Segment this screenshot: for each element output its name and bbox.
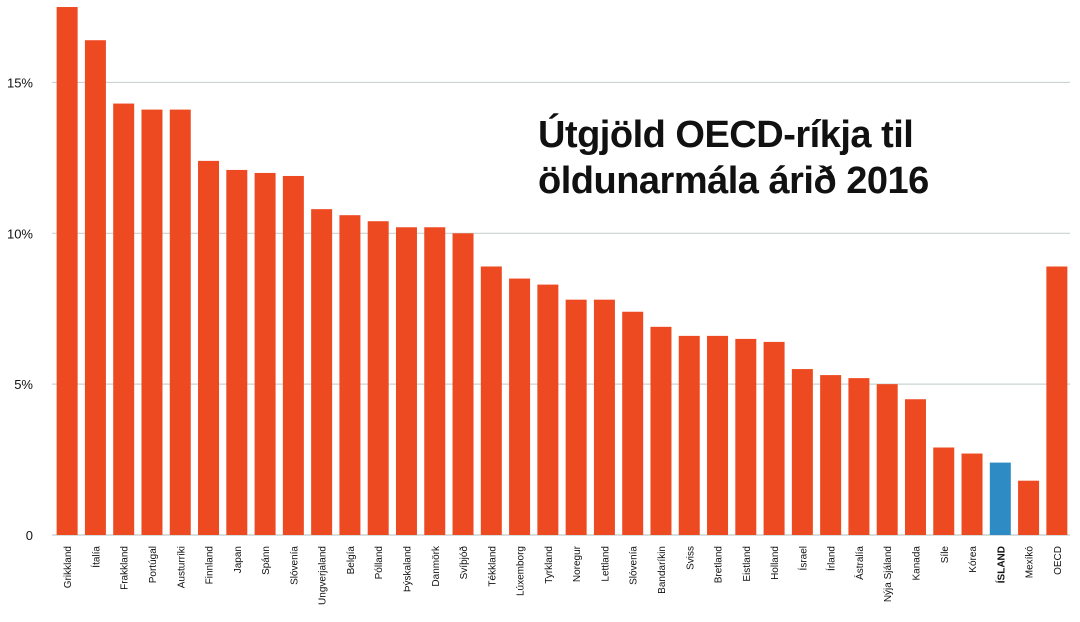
bar-23 bbox=[707, 335, 729, 535]
bar-4 bbox=[169, 109, 191, 535]
chart-title-line-1: Útgjöld OECD-ríkja til bbox=[538, 114, 914, 156]
x-tick-label: Tékkland bbox=[487, 546, 498, 587]
bar-25 bbox=[763, 341, 785, 535]
x-tick-label: Spánn bbox=[261, 546, 272, 575]
x-tick-label: Tyrkland bbox=[544, 546, 555, 584]
bar-10 bbox=[339, 215, 361, 535]
x-tick-label: Síle bbox=[940, 546, 951, 564]
x-tick-label: Svíþjóð bbox=[458, 546, 470, 580]
chart-title-line-2: öldunarmála árið 2016 bbox=[538, 160, 929, 202]
bar-13 bbox=[424, 227, 446, 536]
y-tick-label: 15% bbox=[7, 75, 33, 90]
bar-35 bbox=[1046, 266, 1068, 535]
bar-7 bbox=[254, 172, 276, 536]
x-tick-label: Slóvenía bbox=[629, 546, 640, 585]
bars bbox=[56, 7, 1068, 536]
bar-5 bbox=[198, 160, 220, 536]
x-axis-tick-labels: Grikkland Ítalía Frakkland Portúgal Austurrí… bbox=[63, 545, 1064, 605]
x-tick-label: Noregur bbox=[572, 545, 583, 582]
x-tick-label: Japan bbox=[233, 546, 244, 573]
bar-0 bbox=[56, 7, 78, 536]
bar-22 bbox=[678, 335, 700, 535]
bar-16 bbox=[509, 278, 531, 535]
x-tick-label: Belgía bbox=[346, 546, 357, 575]
x-tick-label: Kanada bbox=[911, 546, 922, 581]
x-tick-label: Mexíkó bbox=[1025, 546, 1036, 579]
bar-6 bbox=[226, 169, 248, 535]
bar-9 bbox=[311, 209, 333, 535]
x-tick-label: Finnland bbox=[205, 546, 216, 584]
bar-3 bbox=[141, 109, 163, 535]
bar-15 bbox=[480, 266, 502, 535]
bar-28 bbox=[848, 378, 870, 535]
bar-34 bbox=[1018, 480, 1040, 535]
x-tick-label: Ungverjaland bbox=[318, 546, 329, 605]
x-tick-label: Eistland bbox=[742, 546, 753, 582]
x-tick-label: OECD bbox=[1053, 546, 1064, 575]
x-tick-label: Grikkland bbox=[63, 546, 74, 588]
y-axis-tick-labels: 0 5% 10% 15% bbox=[7, 75, 33, 543]
x-tick-label: Þýskaland bbox=[402, 546, 413, 592]
bar-2 bbox=[113, 103, 135, 535]
x-tick-label: Pólland bbox=[374, 546, 385, 579]
y-tick-label: 0 bbox=[26, 528, 33, 543]
x-tick-label: Danmörk bbox=[431, 545, 442, 587]
x-tick-label: Írland bbox=[825, 546, 838, 571]
bar-26 bbox=[791, 369, 813, 535]
bar-12 bbox=[395, 227, 417, 536]
bar-14 bbox=[452, 233, 474, 535]
bar-18 bbox=[565, 299, 587, 535]
x-tick-label: Ísrael bbox=[796, 546, 809, 570]
bar-27 bbox=[820, 375, 842, 535]
x-tick-label: Bretland bbox=[714, 546, 725, 583]
bar-1 bbox=[84, 40, 106, 536]
bar-21 bbox=[650, 326, 672, 535]
gridlines bbox=[52, 81, 1070, 536]
x-tick-label: Frakkland bbox=[120, 546, 131, 590]
bar-32 bbox=[961, 453, 983, 535]
x-tick-label: Kórea bbox=[968, 546, 979, 573]
bar-11 bbox=[367, 221, 389, 535]
x-tick-label: Ástralía bbox=[853, 546, 866, 580]
x-tick-label: Nýja Sjáland bbox=[883, 546, 894, 602]
bar-17 bbox=[537, 284, 559, 535]
x-tick-label: Sviss bbox=[685, 546, 696, 570]
y-tick-label: 5% bbox=[14, 377, 33, 392]
x-tick-label: Holland bbox=[770, 546, 781, 580]
bar-24 bbox=[735, 338, 757, 535]
x-tick-label: Austurríki bbox=[176, 546, 187, 588]
bar-19 bbox=[593, 299, 615, 535]
x-tick-label: Lettland bbox=[600, 546, 611, 582]
x-tick-label: Bandaríkin bbox=[657, 546, 668, 594]
x-tick-label: Portúgal bbox=[148, 546, 159, 583]
x-tick-label: Ítalía bbox=[89, 546, 102, 568]
bar-29 bbox=[876, 384, 898, 535]
y-tick-label: 10% bbox=[7, 226, 33, 241]
x-tick-label: Lúxemborg bbox=[516, 546, 527, 596]
x-tick-label: ÍSLAND bbox=[994, 546, 1007, 583]
x-tick-label: Slóvenía bbox=[289, 546, 300, 585]
bar-31 bbox=[933, 447, 955, 535]
bar-30 bbox=[904, 399, 926, 535]
chart-title: Útgjöld OECD-ríkja til öldunarmála árið … bbox=[538, 112, 929, 204]
bar-8 bbox=[282, 175, 304, 535]
bar-33 bbox=[989, 462, 1011, 535]
bar-20 bbox=[622, 311, 644, 535]
